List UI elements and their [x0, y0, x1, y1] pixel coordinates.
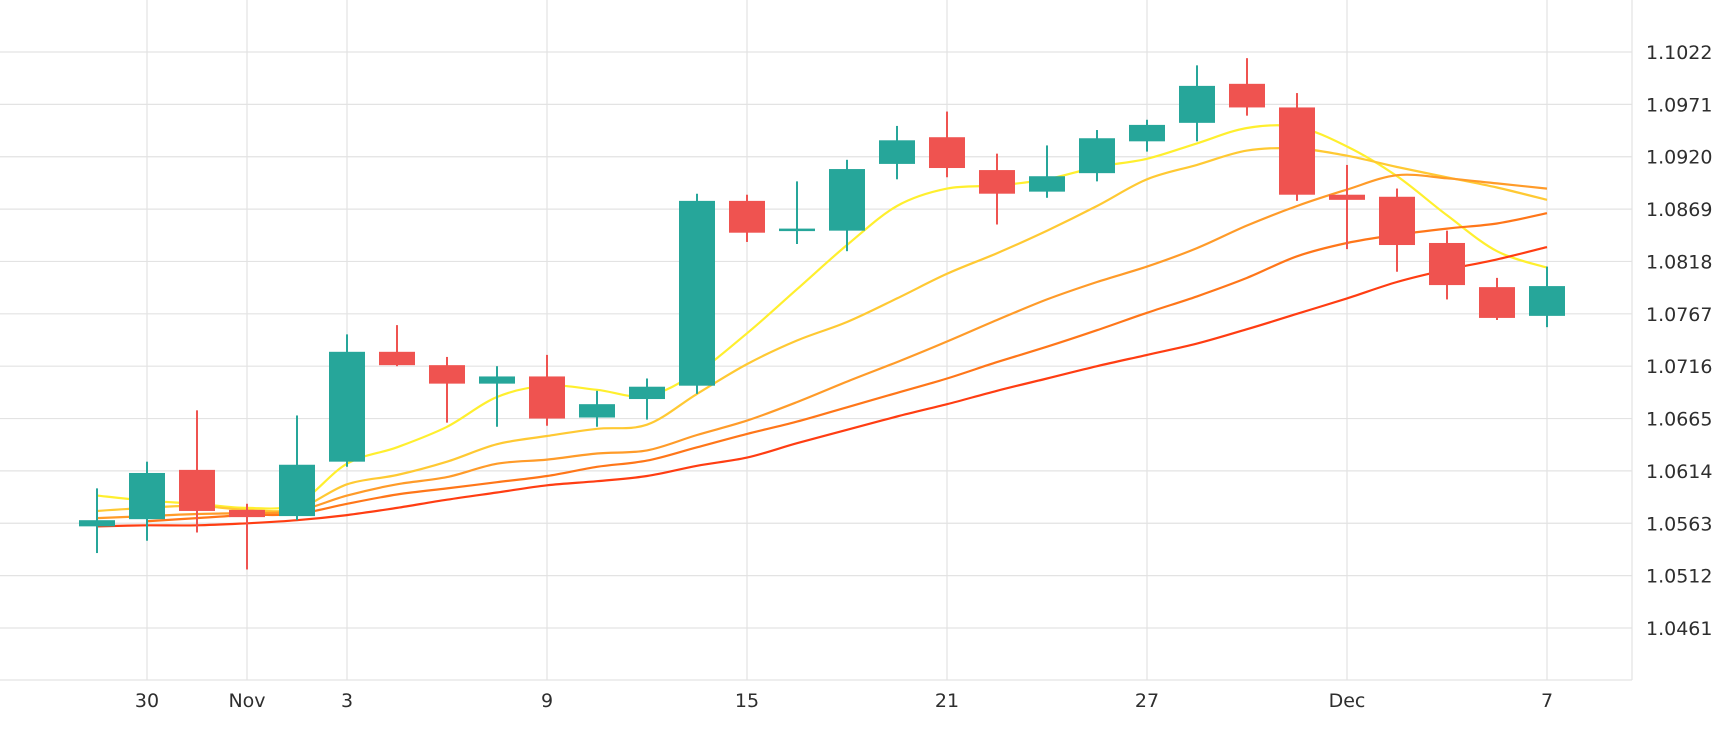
candle [1479, 277, 1515, 320]
candles-layer [79, 58, 1565, 570]
candle-body [729, 200, 765, 233]
candle [579, 390, 615, 427]
candle-body [1029, 176, 1065, 192]
x-tick-label: 21 [935, 690, 959, 712]
candle [1179, 65, 1215, 142]
grid-layer [0, 0, 1633, 681]
candle [529, 354, 565, 426]
candle [729, 194, 765, 242]
candle [1329, 164, 1365, 250]
candle-body [79, 520, 115, 527]
candle [979, 153, 1015, 225]
moving-average-line-3 [96, 173, 1548, 520]
moving-average-line-4 [146, 212, 1548, 523]
candle [679, 193, 715, 394]
candle [279, 415, 315, 521]
moving-average-line-1 [96, 124, 1548, 510]
candle-body [279, 464, 315, 517]
candle-body [679, 200, 715, 386]
x-tick-label: 15 [735, 690, 759, 712]
candle-body [829, 169, 865, 231]
x-tick-label: 3 [341, 690, 353, 712]
candle-body [929, 137, 965, 169]
candle-body [179, 469, 215, 511]
candle [929, 111, 965, 178]
candle [1529, 266, 1565, 328]
y-tick-label: 1.0614 [1646, 461, 1712, 483]
y-tick-label: 1.0818 [1646, 251, 1712, 273]
y-tick-label: 1.0512 [1646, 566, 1712, 588]
x-tick-label: Nov [228, 690, 265, 712]
candle-body [629, 386, 665, 400]
y-tick-label: 1.1022 [1646, 42, 1712, 64]
candle-body [979, 170, 1015, 194]
candle-body [1479, 287, 1515, 318]
candle [429, 356, 465, 423]
candle-body [1229, 83, 1265, 108]
candle [879, 125, 915, 180]
candle-body [879, 140, 915, 164]
candle [1279, 93, 1315, 201]
candle [779, 181, 815, 244]
x-tick-label: Dec [1329, 690, 1366, 712]
candle-body [429, 365, 465, 384]
candle-body [329, 351, 365, 462]
candle-body [1279, 107, 1315, 195]
y-tick-label: 1.0716 [1646, 356, 1712, 378]
candle-body [1529, 286, 1565, 316]
x-axis-labels: 30 Nov 3 9 15 21 27 Dec 7 [135, 690, 1553, 712]
x-tick-label: 27 [1135, 690, 1159, 712]
y-tick-label: 1.0971 [1646, 94, 1712, 116]
candle [379, 325, 415, 367]
y-axis-labels: 1.1022 1.0971 1.0920 1.0869 1.0818 1.0767 1.07… [1646, 42, 1712, 640]
candle [1029, 145, 1065, 198]
candle [1079, 130, 1115, 182]
candle-body [529, 376, 565, 419]
candle [829, 159, 865, 252]
x-tick-label: 7 [1541, 690, 1553, 712]
y-tick-label: 1.0869 [1646, 199, 1712, 221]
candle [179, 410, 215, 533]
candle-body [129, 472, 165, 520]
y-tick-label: 1.0563 [1646, 513, 1712, 535]
candle-body [229, 509, 265, 518]
candle-body [479, 376, 515, 384]
candle [79, 488, 115, 554]
x-tick-label: 30 [135, 690, 159, 712]
candle [1379, 188, 1415, 272]
candle-body [779, 228, 815, 232]
candle-body [1429, 242, 1465, 286]
candle [1429, 230, 1465, 300]
y-tick-label: 1.0920 [1646, 147, 1712, 169]
moving-average-line-5 [96, 246, 1548, 528]
candle-body [1129, 124, 1165, 142]
x-tick-label: 9 [541, 690, 553, 712]
candle-body [379, 351, 415, 366]
candle [629, 378, 665, 420]
moving-average-line-2 [96, 146, 1548, 513]
y-tick-label: 1.0461 [1646, 618, 1712, 640]
y-tick-label: 1.0665 [1646, 409, 1712, 431]
candle [129, 461, 165, 541]
candle-body [1379, 196, 1415, 246]
candle [1229, 58, 1265, 116]
candle [479, 366, 515, 427]
candle-body [579, 404, 615, 418]
candle [1129, 119, 1165, 152]
candle-body [1179, 85, 1215, 123]
candle-body [1079, 138, 1115, 174]
candle-body [1329, 194, 1365, 200]
y-tick-label: 1.0767 [1646, 304, 1712, 326]
candle [229, 503, 265, 570]
candle [329, 334, 365, 467]
